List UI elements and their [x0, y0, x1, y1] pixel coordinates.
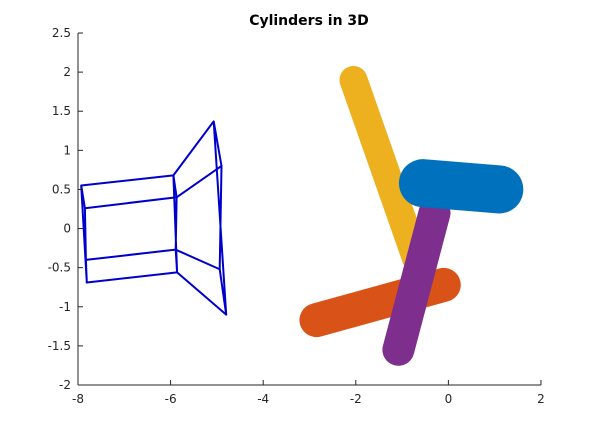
wireframe-edge	[84, 248, 177, 261]
wireframe-edge	[172, 120, 215, 177]
wireframe-edge	[175, 164, 223, 199]
wireframe-edge	[176, 271, 228, 316]
axes-layer	[77, 33, 541, 386]
wireframe-edge	[85, 271, 179, 284]
wireframe-ring	[80, 185, 88, 284]
y-tick-label: 1	[63, 143, 71, 157]
wireframe-layer	[80, 120, 228, 316]
y-tick-label: 2	[63, 65, 71, 79]
wireframe-edge	[174, 248, 221, 271]
x-tick-label: -8	[72, 392, 84, 406]
y-tick-label: 0	[63, 222, 71, 236]
y-tick-label: 1.5	[52, 104, 71, 118]
y-tick-label: -1	[59, 300, 71, 314]
wireframe-edge	[80, 174, 175, 187]
wireframe-ring	[172, 175, 179, 274]
x-tick-label: -2	[350, 392, 362, 406]
cylinder-surface-3	[382, 196, 451, 366]
surfaces-layer	[299, 65, 524, 366]
x-tick-label: 2	[537, 392, 545, 406]
cylinder-surface-1	[339, 65, 430, 273]
cylinder-surface-4	[398, 159, 524, 214]
x-tick-label: -4	[257, 392, 269, 406]
chart-title: Cylinders in 3D	[249, 13, 369, 29]
y-tick-label: -1.5	[48, 339, 71, 353]
x-ticks-layer: -8 -6 -4 -2 0 2	[72, 380, 545, 406]
y-tick-label: 2.5	[52, 26, 71, 40]
wireframe-edge	[83, 196, 178, 210]
y-tick-label: -2	[59, 378, 71, 392]
x-tick-label: -6	[165, 392, 177, 406]
wireframe-ring	[212, 121, 228, 316]
y-ticks-layer: -2 -1.5 -1 -0.5 0 0.5 1 1.5 2 2.5	[48, 26, 83, 392]
y-tick-label: 0.5	[52, 182, 71, 196]
x-tick-label: 0	[445, 392, 453, 406]
y-tick-label: -0.5	[48, 261, 71, 275]
